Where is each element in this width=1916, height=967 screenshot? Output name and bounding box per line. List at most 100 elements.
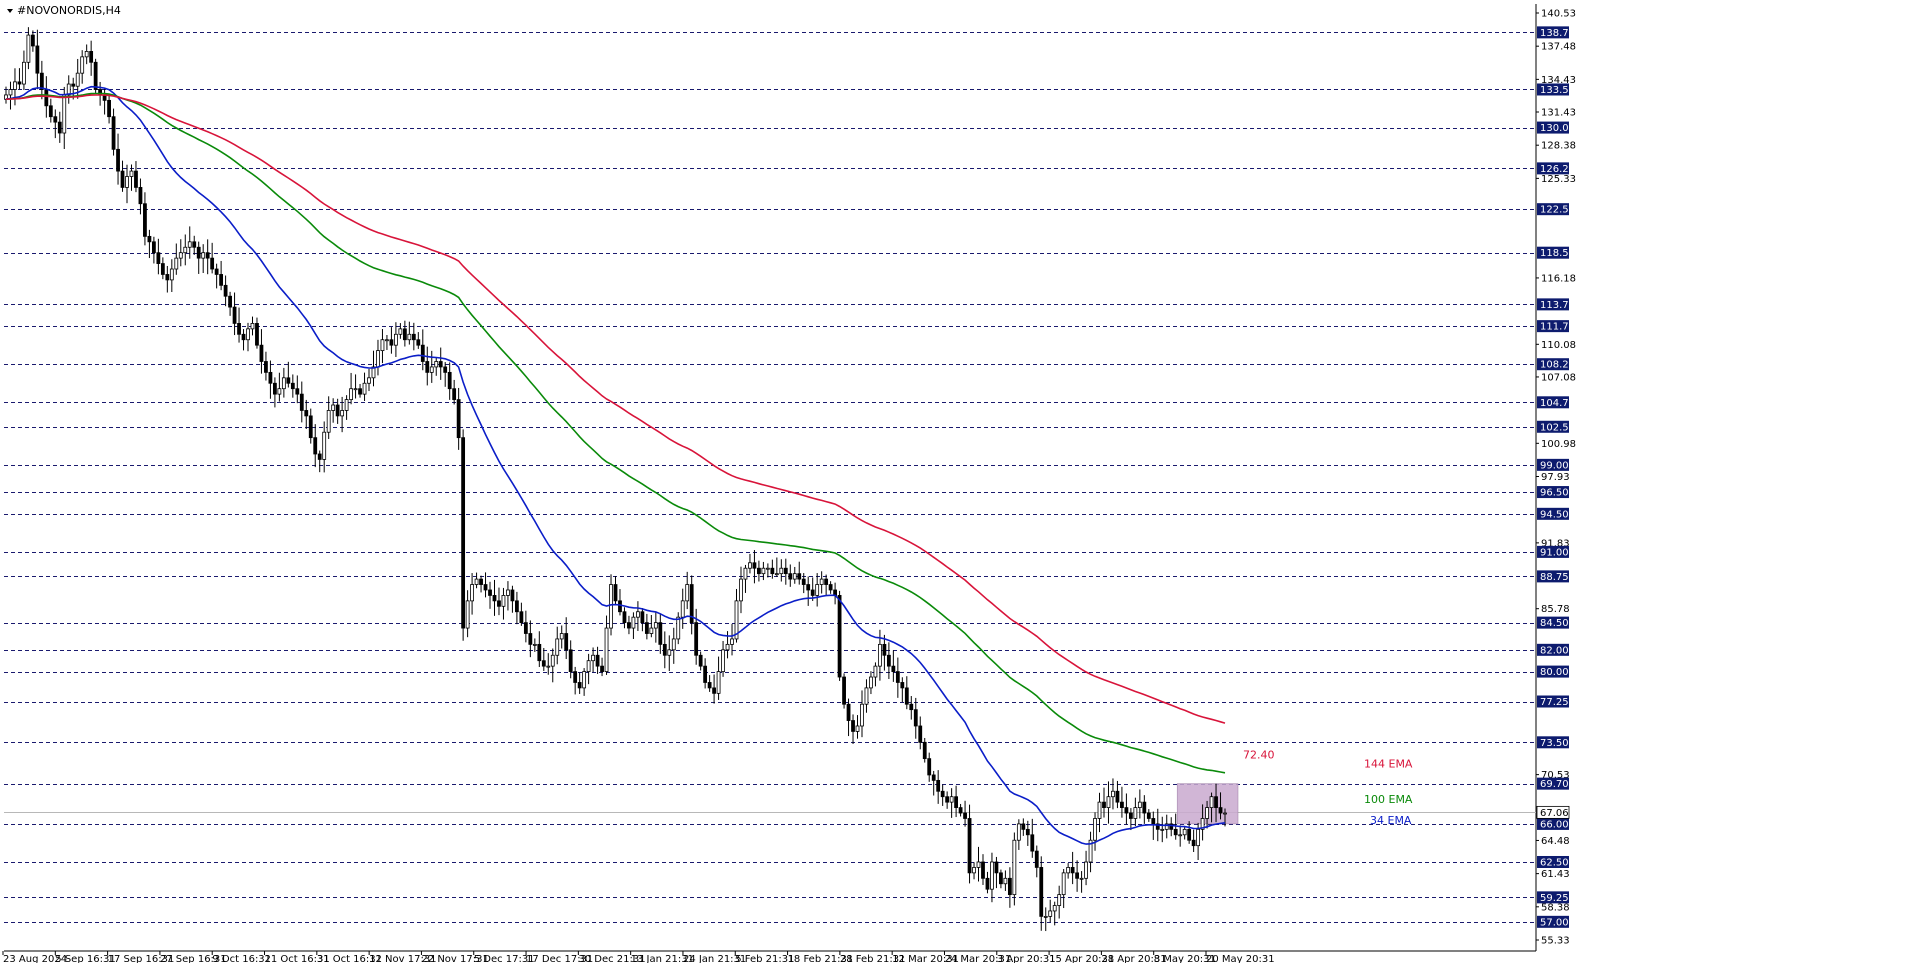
candle [264, 351, 268, 381]
price-level-badge-bg [1537, 420, 1569, 433]
candle-body [44, 89, 49, 107]
candle [411, 322, 416, 351]
candle [210, 242, 215, 274]
candle [904, 676, 909, 710]
candle-body [725, 643, 730, 651]
time-tick-label: 17 Sep 16:31 [108, 954, 175, 963]
candle-body [851, 720, 855, 732]
price-axis: 140.53 137.48 134.43 131.43 128.38 125.33 116.… [1536, 9, 1576, 947]
ema100-label: 100 EMA [1364, 793, 1413, 806]
time-tick-label: 24 Jan 21:31 [683, 954, 746, 963]
candle-body [541, 660, 546, 667]
candle [604, 615, 609, 675]
candle-body [564, 633, 569, 651]
candle-body [429, 366, 434, 373]
candle [1142, 795, 1147, 824]
candle [622, 607, 627, 629]
price-level-badge-text: 108.25 [1540, 360, 1575, 371]
candle [1084, 850, 1088, 886]
candle-body [219, 274, 224, 286]
candle-body [165, 274, 170, 281]
candle [954, 785, 959, 818]
candle-body [22, 61, 26, 85]
candle [8, 81, 13, 110]
candle-body [707, 682, 712, 689]
price-level-badge: 118.50 [1537, 246, 1575, 259]
candle-body [788, 573, 793, 580]
candle-body [577, 682, 582, 689]
candle-body [411, 333, 416, 341]
price-tick-label: 137.48 [1541, 42, 1576, 53]
time-tick-label: 31 Oct 16:31 [317, 954, 382, 963]
candle-body [878, 643, 882, 667]
candle [945, 791, 950, 809]
candle-body [326, 410, 331, 433]
candle-body [228, 295, 232, 308]
price-level-badge-bg [1537, 855, 1569, 868]
price-level-badge: 126.25 [1537, 162, 1575, 175]
time-tick-label: 30 Dec 21:31 [578, 954, 645, 963]
candle [591, 647, 595, 673]
price-tick-label: 128.38 [1541, 141, 1576, 152]
chart-header: #NOVONORDIS,H4 [7, 4, 121, 17]
candle-body [703, 665, 708, 683]
candle-body [712, 687, 716, 694]
candle-body [290, 382, 295, 390]
candle [927, 752, 932, 782]
dropdown-triangle-icon[interactable] [7, 9, 13, 13]
candle-body [398, 328, 403, 335]
candle-body [138, 187, 143, 205]
candle [515, 591, 519, 625]
time-tick-label: 28 Apr 20:31 [1101, 954, 1166, 963]
candle-body [676, 616, 681, 640]
price-level-badge-text: 91.00 [1540, 547, 1569, 558]
time-tick-label: 8 May 20:31 [1154, 954, 1216, 963]
candle-body [1120, 801, 1124, 808]
candle-body [1151, 818, 1156, 825]
candle [577, 672, 582, 694]
candle-body [402, 328, 407, 341]
candle-body [667, 649, 672, 656]
time-tick-label: 12 Mar 20:31 [892, 954, 959, 963]
candle [66, 75, 71, 104]
time-tick-label: 20 May 20:31 [1206, 954, 1275, 963]
candle [1115, 780, 1120, 809]
current-price-badge: 67.06 [1536, 805, 1570, 819]
ema-line-100 [5, 92, 1226, 774]
candle-body [1012, 839, 1017, 896]
candle-body [80, 56, 85, 74]
current-price-badge-text: 67.06 [1540, 808, 1569, 819]
price-level-badge: 113.75 [1537, 298, 1575, 311]
price-level-badge: 73.50 [1537, 736, 1569, 749]
candle [17, 68, 22, 90]
price-level-badge-text: 126.25 [1540, 164, 1575, 175]
candle [35, 29, 40, 90]
candle-body [470, 584, 474, 602]
candle [443, 362, 448, 387]
candle [349, 372, 353, 405]
candle [1016, 819, 1021, 850]
candle-body [1034, 850, 1039, 868]
candle-body [559, 633, 564, 640]
candle-body [304, 410, 309, 417]
candle [1120, 786, 1124, 818]
candle [636, 601, 640, 631]
candle-body [613, 584, 618, 602]
candle [1025, 820, 1030, 846]
candle-body [1133, 807, 1138, 819]
candle-body [640, 611, 645, 624]
candle [1066, 863, 1071, 879]
candle [22, 50, 26, 91]
candle [506, 581, 510, 611]
candle-body [1048, 910, 1053, 917]
candle-body [922, 741, 927, 760]
price-tick-label: 97.93 [1541, 472, 1570, 483]
candle-body [322, 431, 327, 460]
candle [80, 50, 85, 84]
candle [201, 244, 206, 274]
candle [214, 263, 219, 289]
candle-body [1106, 796, 1111, 808]
candle-body [824, 578, 829, 585]
